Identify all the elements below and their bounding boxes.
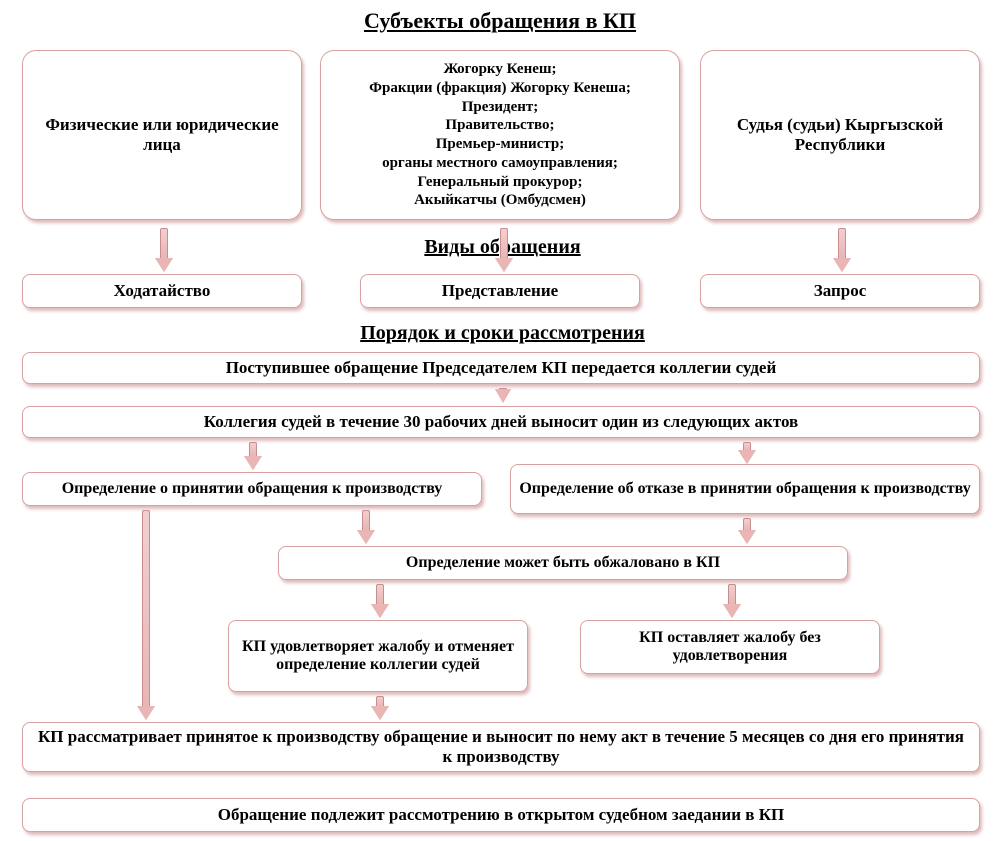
box-final2: Обращение подлежит рассмотрению в открыт… xyxy=(22,798,980,832)
arrow-a6 xyxy=(738,442,756,464)
arrow-a3 xyxy=(833,228,851,272)
arrow-a11 xyxy=(137,510,155,720)
box-final1: КП рассматривает принятое к производству… xyxy=(22,722,980,772)
heading-subjects: Субъекты обращения в КП xyxy=(320,8,680,34)
box-proc2: Коллегия судей в течение 30 рабочих дней… xyxy=(22,406,980,438)
arrow-a5 xyxy=(244,442,262,470)
box-decA: Определение о принятии обращения к произ… xyxy=(22,472,482,506)
arrow-a4 xyxy=(495,388,511,403)
arrow-a10 xyxy=(723,584,741,618)
box-resA: КП удовлетворяет жалобу и отменяет опред… xyxy=(228,620,528,692)
box-subj3: Судья (судьи) Кыргызской Республики xyxy=(700,50,980,220)
arrow-a8 xyxy=(738,518,756,544)
box-appeal: Определение может быть обжаловано в КП xyxy=(278,546,848,580)
box-proc1: Поступившее обращение Председателем КП п… xyxy=(22,352,980,384)
arrow-a2 xyxy=(495,228,513,272)
box-type3: Запрос xyxy=(700,274,980,308)
arrow-a1 xyxy=(155,228,173,272)
box-type2: Представление xyxy=(360,274,640,308)
box-type1: Ходатайство xyxy=(22,274,302,308)
box-subj2: Жогорку Кенеш; Фракции (фракция) Жогорку… xyxy=(320,50,680,220)
arrow-a12 xyxy=(371,696,389,720)
box-subj1: Физические или юридические лица xyxy=(22,50,302,220)
box-resB: КП оставляет жалобу без удовлетворения xyxy=(580,620,880,674)
box-decB: Определение об отказе в принятии обращен… xyxy=(510,464,980,514)
heading-procedure: Порядок и сроки рассмотрения xyxy=(335,322,670,345)
arrow-a9 xyxy=(371,584,389,618)
arrow-a7 xyxy=(357,510,375,544)
